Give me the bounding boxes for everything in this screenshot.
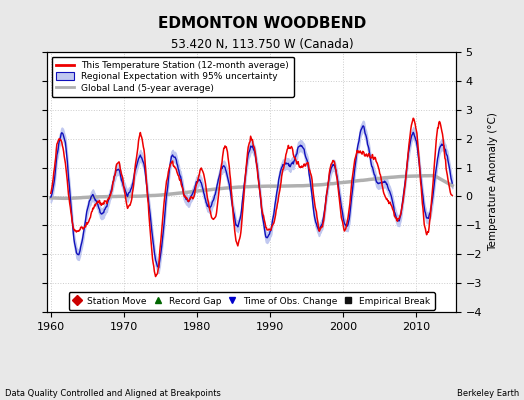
Text: EDMONTON WOODBEND: EDMONTON WOODBEND xyxy=(158,16,366,31)
Text: 53.420 N, 113.750 W (Canada): 53.420 N, 113.750 W (Canada) xyxy=(171,38,353,51)
Text: Data Quality Controlled and Aligned at Breakpoints: Data Quality Controlled and Aligned at B… xyxy=(5,389,221,398)
Legend: Station Move, Record Gap, Time of Obs. Change, Empirical Break: Station Move, Record Gap, Time of Obs. C… xyxy=(69,292,434,310)
Text: Berkeley Earth: Berkeley Earth xyxy=(456,389,519,398)
Y-axis label: Temperature Anomaly (°C): Temperature Anomaly (°C) xyxy=(488,112,498,252)
